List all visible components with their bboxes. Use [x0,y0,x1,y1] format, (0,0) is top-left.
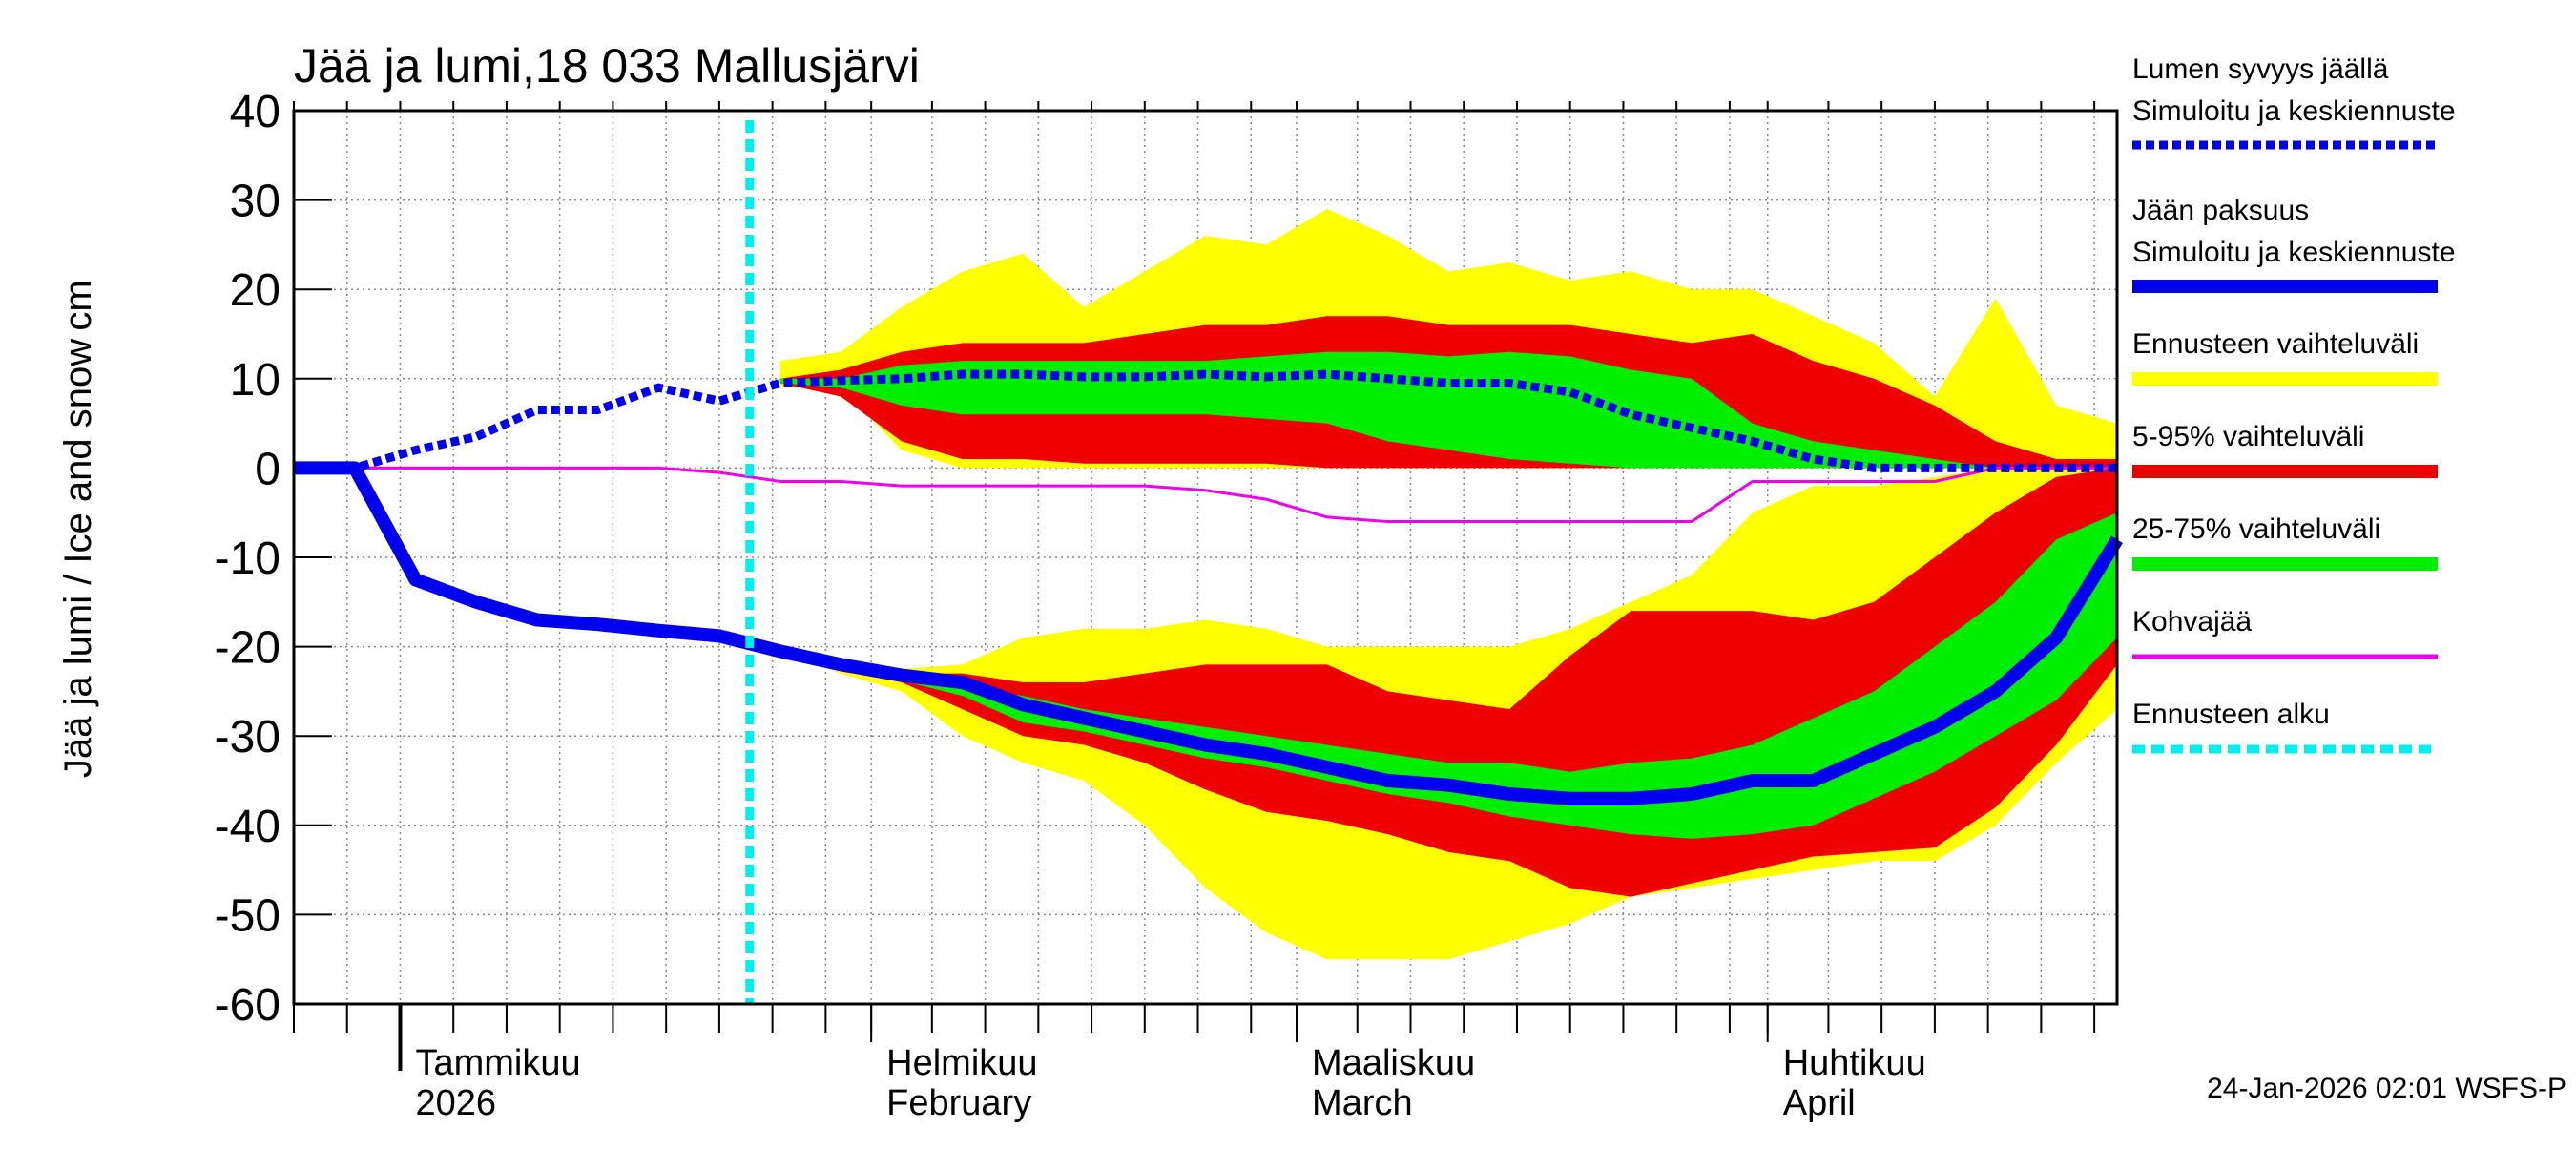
y-tick-label: -60 [215,980,280,1031]
legend-label: Jään paksuus [2132,195,2309,226]
y-tick-label: 20 [230,265,280,316]
x-tick-label: Tammikuu [415,1043,580,1083]
band-snow [779,351,2117,469]
x-tick-label: Helmikuu [886,1043,1037,1083]
y-tick-label: -10 [215,533,280,584]
legend-label: Ennusteen vaihteluväli [2132,328,2419,360]
y-tick-label: -40 [215,802,280,852]
series-line [294,369,2117,472]
y-tick-label: 0 [255,444,280,494]
y-axis-unit: cm [57,280,99,330]
legend-sublabel: Simuloitu ja keskiennuste [2132,95,2456,127]
footer: 24-Jan-2026 02:01 WSFS-P [2207,1073,2566,1104]
legend-label: Kohvajää [2132,606,2252,638]
x-tick-sublabel: February [886,1083,1031,1123]
plot-frame [292,109,2119,1006]
series-line [294,461,2123,805]
y-tick-label: -30 [215,712,280,763]
legend-sublabel: Simuloitu ja keskiennuste [2132,237,2456,268]
y-tick-label: 10 [230,355,280,406]
legend-label: Lumen syvyys jäällä [2132,53,2389,85]
legend-label: Ennusteen alku [2132,699,2330,730]
band-ice [779,512,2117,839]
x-tick-label: Huhtikuu [1783,1043,1926,1083]
x-tick-sublabel: 2026 [415,1083,496,1123]
legend-label: 25-75% vaihteluväli [2132,513,2380,545]
x-tick-sublabel: April [1783,1083,1856,1123]
chart-title: Jää ja lumi,18 033 Mallusjärvi [294,39,920,93]
y-tick-label: 40 [230,87,280,137]
y-tick-label: 30 [230,177,280,227]
series-line [294,466,2117,524]
y-tick-label: -50 [215,890,280,941]
legend-label: 5-95% vaihteluväli [2132,421,2364,452]
y-axis-label: Jää ja lumi / Ice and snow [57,339,99,778]
x-tick-label: Maaliskuu [1312,1043,1475,1083]
x-tick-sublabel: March [1312,1083,1413,1123]
y-tick-label: -20 [215,623,280,674]
